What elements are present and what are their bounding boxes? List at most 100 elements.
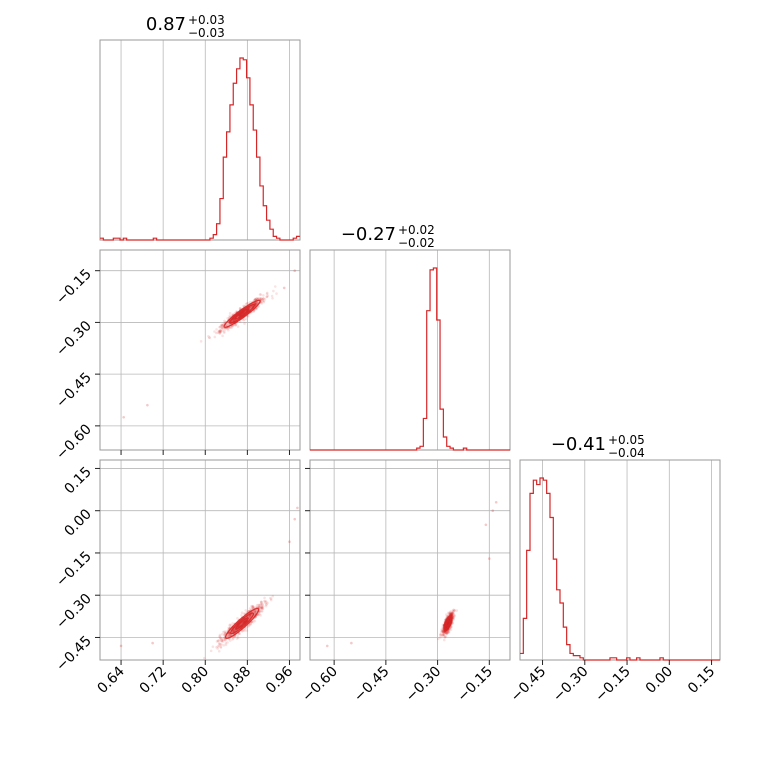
sample-point	[259, 605, 263, 609]
sample-point	[449, 612, 453, 616]
sample-point	[242, 318, 245, 322]
y-tick-label: 0.00	[61, 506, 94, 539]
sample-point	[221, 638, 225, 642]
sample-point	[232, 629, 235, 633]
panel-frame-top	[99, 459, 301, 661]
sample-point	[264, 604, 268, 608]
sample-point	[440, 634, 444, 638]
sample-point	[261, 299, 265, 303]
sample-point	[254, 298, 257, 301]
sample-point	[216, 331, 220, 334]
sample-point	[209, 649, 213, 653]
histogram-line	[310, 267, 511, 451]
sample-point	[251, 605, 255, 608]
x-tick-label: 0.72	[137, 664, 170, 697]
sample-point	[253, 619, 257, 623]
sample-point	[235, 637, 239, 640]
sample-point	[208, 336, 211, 339]
sample-point	[449, 612, 452, 616]
sample-point	[255, 302, 259, 305]
sample-point	[233, 629, 237, 632]
sample-point	[259, 293, 263, 296]
scatter-panel-2-3	[309, 459, 511, 661]
sample-point	[247, 624, 251, 627]
scatter-panel-1-2	[99, 249, 301, 451]
sample-point	[243, 322, 246, 325]
panel-frame-top	[99, 249, 301, 451]
x-tick-label: −0.60	[299, 664, 341, 706]
sample-point	[257, 605, 261, 609]
sample-points	[119, 506, 299, 660]
sample-point	[255, 307, 258, 311]
sample-point	[446, 631, 449, 635]
sample-point	[447, 631, 450, 634]
sample-point	[226, 316, 229, 320]
sample-point	[444, 631, 448, 635]
sample-point	[250, 604, 253, 608]
sample-point	[216, 645, 220, 648]
y-tick-label: −0.45	[53, 633, 95, 675]
sample-point	[218, 330, 222, 333]
sample-point	[436, 637, 440, 641]
param-title-plus: +0.02	[398, 223, 435, 237]
param-title-minus: −0.04	[608, 446, 645, 460]
sample-point	[208, 336, 211, 340]
panel-frame	[99, 249, 301, 451]
sample-point	[217, 329, 221, 333]
sample-point	[445, 632, 448, 636]
sample-point	[261, 298, 265, 301]
sample-point	[262, 294, 265, 297]
sample-point	[445, 631, 449, 634]
sample-point	[254, 605, 258, 609]
sample-point	[439, 633, 442, 637]
sample-point	[224, 630, 228, 634]
sample-point	[262, 299, 266, 303]
sample-point	[256, 613, 260, 617]
outlier-point	[491, 509, 495, 513]
sample-point	[266, 294, 270, 297]
sample-point	[443, 636, 447, 639]
sample-point	[441, 633, 445, 636]
sample-point	[261, 297, 265, 301]
sample-point	[218, 633, 222, 637]
sample-point	[253, 611, 257, 615]
outlier-point	[288, 540, 291, 543]
sample-point	[228, 623, 232, 627]
sample-point	[252, 606, 256, 609]
sample-point	[222, 644, 226, 647]
sample-point	[265, 603, 268, 606]
outlier-point	[146, 403, 149, 407]
sample-point	[223, 632, 227, 635]
outlier-point	[122, 415, 125, 419]
sample-point	[275, 292, 278, 295]
sample-point	[254, 302, 257, 305]
sample-point	[449, 612, 452, 616]
sample-point	[449, 626, 453, 629]
sample-point	[448, 611, 452, 614]
sample-point	[248, 607, 252, 610]
sample-point	[227, 633, 231, 637]
sample-point	[231, 622, 234, 625]
sample-point	[444, 631, 447, 634]
sample-point	[248, 306, 252, 309]
x-tick-label: −0.30	[403, 664, 445, 706]
sample-point	[229, 326, 233, 329]
sample-point	[444, 631, 447, 634]
sample-point	[236, 616, 239, 620]
histogram-panel-1: 0.87 +0.03−0.03	[99, 13, 301, 241]
y-tick-label: −0.15	[53, 548, 95, 590]
sample-point	[220, 639, 224, 642]
outlier-point	[296, 506, 299, 510]
sample-point	[449, 628, 453, 632]
sample-point	[217, 330, 221, 333]
sample-point	[226, 641, 229, 644]
sample-point	[216, 639, 220, 643]
sample-point	[228, 639, 232, 642]
histogram-line	[100, 57, 300, 241]
sample-point	[215, 645, 218, 649]
sample-point	[215, 328, 218, 331]
x-tick-label: 0.88	[221, 664, 254, 697]
x-tick-label: 0.00	[643, 664, 676, 697]
sample-point	[441, 630, 444, 633]
sample-point	[255, 297, 259, 300]
